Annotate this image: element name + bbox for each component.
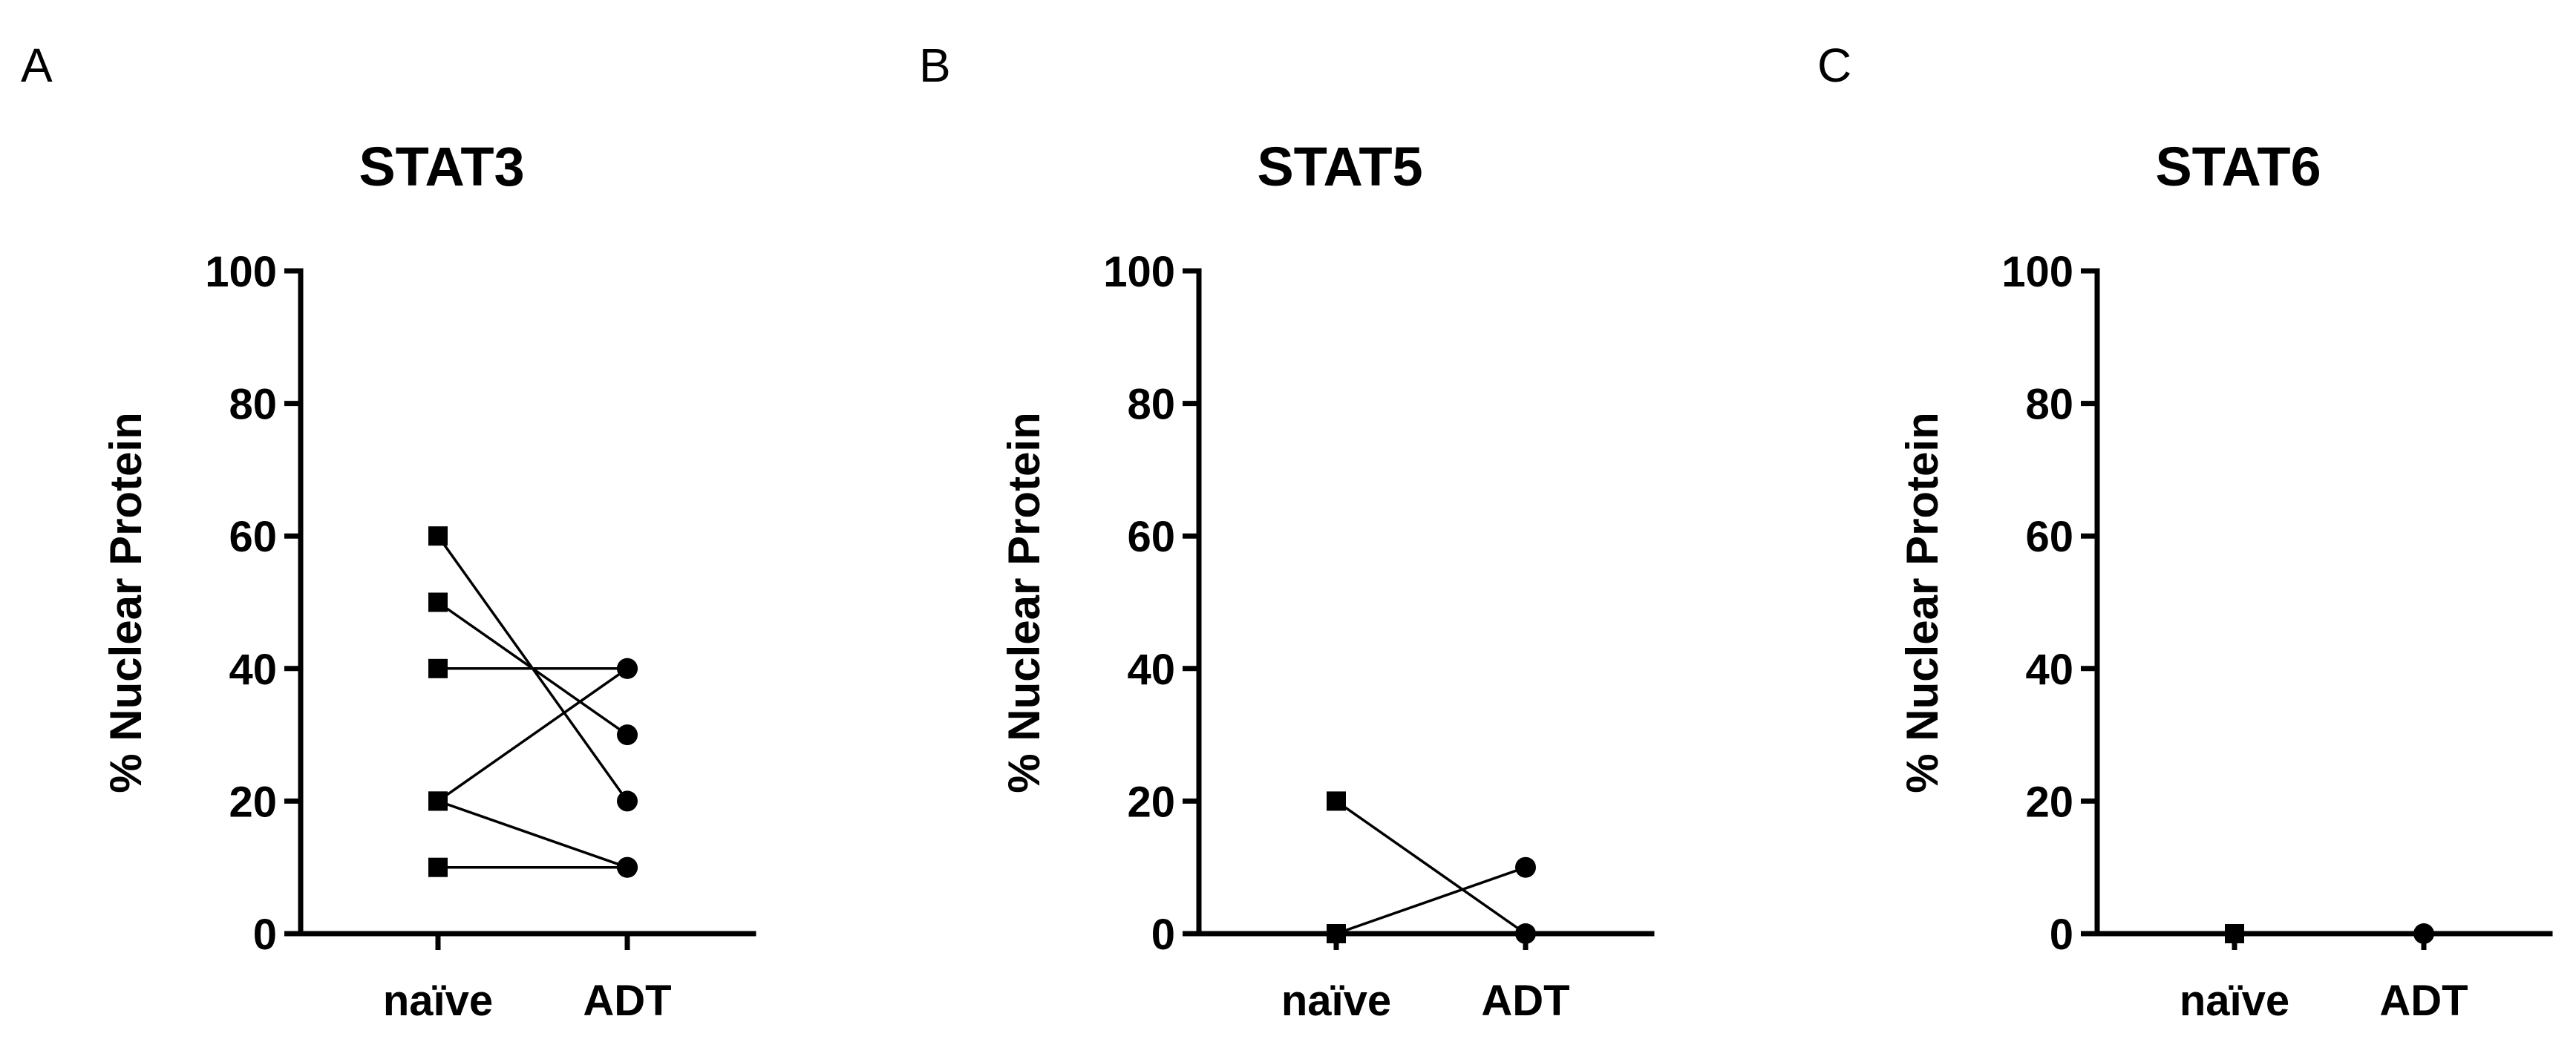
adt-point-circle [1515, 923, 1536, 944]
y-tick-label: 80 [2025, 381, 2073, 429]
y-tick-label: 100 [2001, 248, 2073, 296]
adt-point-circle [617, 658, 638, 679]
naive-point-square [428, 658, 448, 678]
panel-letter: A [21, 39, 53, 92]
y-axis-label: % Nuclear Protein [999, 412, 1049, 793]
y-tick-label: 80 [1127, 381, 1175, 429]
naive-point-square [1327, 791, 1346, 811]
adt-point-circle [617, 724, 638, 746]
y-tick-label: 40 [229, 646, 277, 694]
pair-line [437, 799, 628, 869]
naive-point-square [428, 526, 448, 546]
x-tick-label: ADT [1481, 977, 1569, 1025]
chart-panel-a: A STAT3 0 20 40 60 80 100 % Nuclear Protein naïve… [21, 39, 756, 1025]
x-tick-label: naïve [383, 977, 493, 1025]
panel-letter: C [1817, 39, 1851, 92]
y-tick-label: 100 [1103, 248, 1175, 296]
y-tick-label: 60 [1127, 513, 1175, 561]
y-tick-label: 0 [253, 911, 277, 959]
chart-title: STAT6 [2155, 136, 2321, 197]
y-tick-label: 0 [2050, 911, 2073, 959]
chart-title: STAT5 [1257, 136, 1422, 197]
panels: A STAT3 0 20 40 60 80 100 % Nuclear Protein naïve… [21, 39, 2553, 1025]
y-tick-label: 0 [1151, 911, 1175, 959]
chart-panel-b: B STAT5 0 20 40 60 80 100 % Nuclear Protein naïve… [919, 39, 1655, 1025]
y-tick-label: 80 [229, 381, 277, 429]
pair-line [1335, 799, 1527, 935]
adt-point-circle [617, 790, 638, 812]
y-tick-label: 40 [1127, 646, 1175, 694]
x-tick-label: naïve [1281, 977, 1391, 1025]
y-tick-label: 20 [1127, 778, 1175, 826]
chart-panel-c: C STAT6 0 20 40 60 80 100 % Nuclear Protein naïve… [1817, 39, 2553, 1025]
y-tick-label: 20 [229, 778, 277, 826]
y-axis-label: % Nuclear Protein [1897, 412, 1947, 793]
naive-point-square [428, 592, 448, 612]
y-tick-label: 60 [229, 513, 277, 561]
naive-point-square [1327, 924, 1346, 943]
x-tick-label: ADT [2379, 977, 2468, 1025]
pair-line [1336, 866, 1526, 935]
adt-point-circle [617, 856, 638, 878]
y-tick-label: 100 [205, 248, 277, 296]
y-axis-label: % Nuclear Protein [101, 412, 151, 793]
chart-title: STAT3 [359, 136, 524, 197]
y-tick-label: 60 [2025, 513, 2073, 561]
pair-line [437, 667, 629, 802]
y-tick-label: 40 [2025, 646, 2073, 694]
x-tick-label: ADT [583, 977, 671, 1025]
adt-point-circle [1515, 856, 1536, 878]
adt-point-circle [2413, 923, 2434, 944]
y-tick-label: 20 [2025, 778, 2073, 826]
naive-point-square [2225, 924, 2244, 943]
panel-letter: B [919, 39, 951, 92]
naive-point-square [428, 791, 448, 811]
x-tick-label: naïve [2180, 977, 2289, 1025]
naive-point-square [428, 857, 448, 877]
